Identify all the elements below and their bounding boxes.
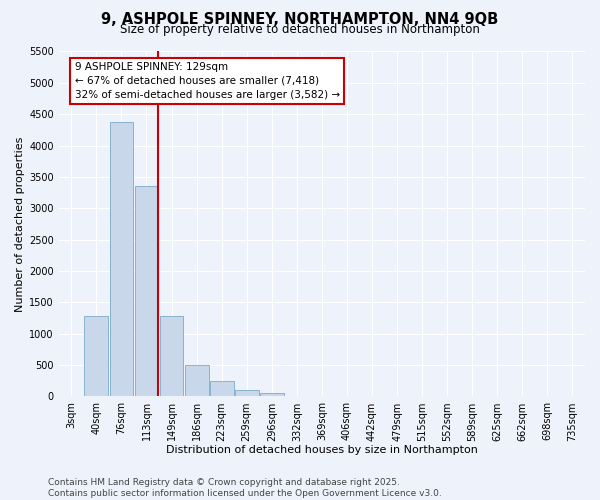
Bar [134, 186, 158, 396]
Bar [110, 122, 133, 396]
Bar [85, 316, 108, 396]
Bar [185, 365, 209, 396]
X-axis label: Distribution of detached houses by size in Northampton: Distribution of detached houses by size … [166, 445, 478, 455]
Text: 9, ASHPOLE SPINNEY, NORTHAMPTON, NN4 9QB: 9, ASHPOLE SPINNEY, NORTHAMPTON, NN4 9QB [101, 12, 499, 28]
Text: Size of property relative to detached houses in Northampton: Size of property relative to detached ho… [120, 22, 480, 36]
Bar [210, 382, 233, 396]
Bar [260, 394, 284, 396]
Bar [160, 316, 184, 396]
Text: 9 ASHPOLE SPINNEY: 129sqm
← 67% of detached houses are smaller (7,418)
32% of se: 9 ASHPOLE SPINNEY: 129sqm ← 67% of detac… [74, 62, 340, 100]
Bar [235, 390, 259, 396]
Text: Contains HM Land Registry data © Crown copyright and database right 2025.
Contai: Contains HM Land Registry data © Crown c… [48, 478, 442, 498]
Y-axis label: Number of detached properties: Number of detached properties [15, 136, 25, 312]
